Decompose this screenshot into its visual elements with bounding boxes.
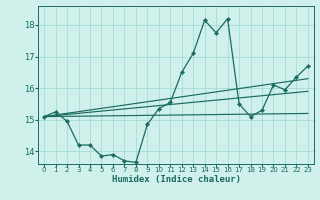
- X-axis label: Humidex (Indice chaleur): Humidex (Indice chaleur): [111, 175, 241, 184]
